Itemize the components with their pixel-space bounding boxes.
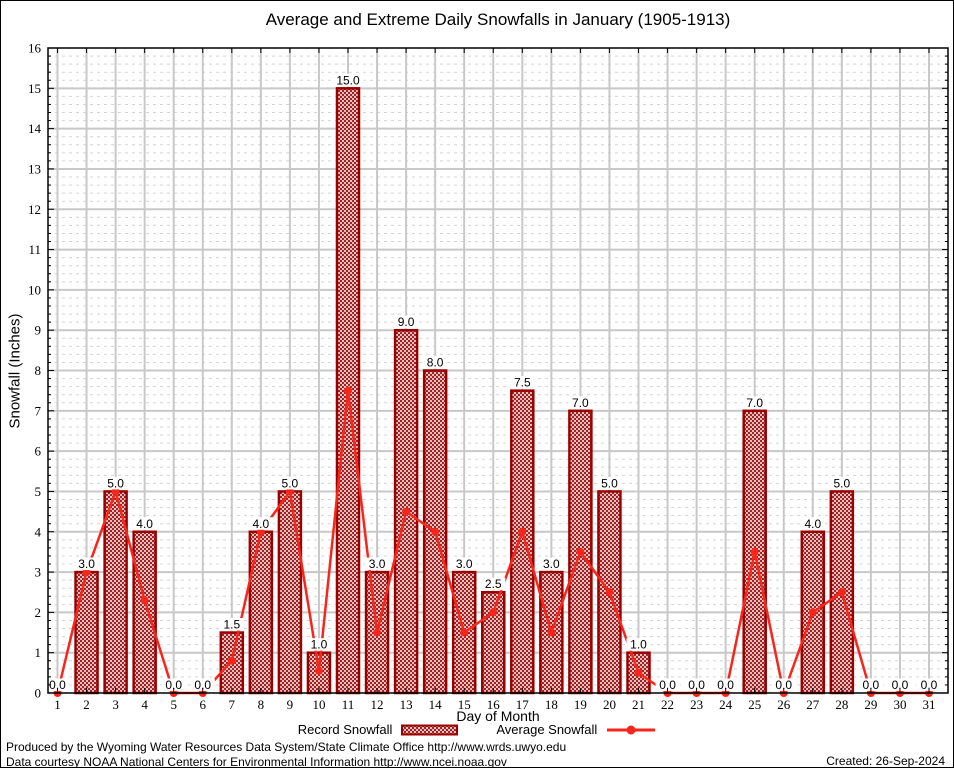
svg-text:0.0: 0.0: [717, 678, 734, 692]
svg-text:7.0: 7.0: [572, 396, 589, 410]
svg-text:29: 29: [864, 697, 877, 712]
svg-text:0.0: 0.0: [775, 678, 792, 692]
svg-text:6: 6: [35, 444, 42, 459]
svg-text:3: 3: [35, 565, 42, 580]
svg-text:3.0: 3.0: [369, 557, 386, 571]
svg-text:5: 5: [35, 484, 42, 499]
svg-text:5.0: 5.0: [834, 476, 851, 490]
svg-text:5.0: 5.0: [601, 476, 618, 490]
svg-text:8: 8: [258, 697, 265, 712]
svg-text:0.0: 0.0: [165, 678, 182, 692]
svg-text:4: 4: [35, 524, 42, 539]
svg-text:21: 21: [632, 697, 645, 712]
svg-text:12: 12: [371, 697, 384, 712]
svg-text:7.0: 7.0: [746, 396, 763, 410]
svg-text:10: 10: [312, 697, 325, 712]
svg-text:15: 15: [458, 697, 471, 712]
svg-text:14: 14: [429, 697, 443, 712]
svg-text:3: 3: [112, 697, 119, 712]
svg-text:0: 0: [35, 686, 42, 701]
svg-text:23: 23: [690, 697, 703, 712]
svg-text:5.0: 5.0: [282, 476, 299, 490]
attribution-line-1: Produced by the Wyoming Water Resources …: [6, 740, 567, 754]
svg-text:18: 18: [545, 697, 558, 712]
svg-text:3.0: 3.0: [456, 557, 473, 571]
svg-text:19: 19: [574, 697, 587, 712]
svg-text:2.5: 2.5: [485, 577, 502, 591]
chart-title: Average and Extreme Daily Snowfalls in J…: [265, 10, 731, 29]
svg-text:26: 26: [777, 697, 791, 712]
created-date: Created: 26-Sep-2024: [826, 754, 945, 768]
svg-text:30: 30: [893, 697, 906, 712]
svg-text:12: 12: [28, 202, 41, 217]
svg-text:9.0: 9.0: [398, 315, 415, 329]
svg-text:31: 31: [923, 697, 936, 712]
svg-text:27: 27: [806, 697, 820, 712]
svg-text:3.0: 3.0: [78, 557, 95, 571]
svg-text:28: 28: [835, 697, 848, 712]
svg-text:0.0: 0.0: [892, 678, 909, 692]
svg-text:4.0: 4.0: [253, 517, 270, 531]
svg-text:24: 24: [719, 697, 733, 712]
svg-text:14: 14: [28, 121, 42, 136]
svg-text:1: 1: [54, 697, 61, 712]
svg-text:4: 4: [141, 697, 148, 712]
svg-text:11: 11: [28, 242, 41, 257]
legend-average-snowfall-label: Average Snowfall: [496, 722, 598, 737]
svg-text:17: 17: [516, 697, 530, 712]
svg-text:4.0: 4.0: [804, 517, 821, 531]
svg-text:7: 7: [229, 697, 236, 712]
svg-text:1: 1: [35, 645, 42, 660]
svg-text:25: 25: [748, 697, 761, 712]
svg-text:0.0: 0.0: [659, 678, 676, 692]
svg-text:8.0: 8.0: [427, 356, 444, 370]
svg-text:2: 2: [35, 605, 42, 620]
svg-text:0.0: 0.0: [863, 678, 880, 692]
svg-text:0.0: 0.0: [49, 678, 66, 692]
svg-text:8: 8: [35, 363, 42, 378]
svg-text:5: 5: [170, 697, 177, 712]
record-snowfall-swatch-icon: [401, 724, 459, 735]
svg-text:22: 22: [661, 697, 674, 712]
svg-text:15.0: 15.0: [336, 73, 360, 87]
attribution-line-2: Data courtesy NOAA National Centers for …: [6, 755, 507, 768]
legend: Record Snowfall Average Snowfall: [1, 722, 953, 737]
svg-text:16: 16: [28, 41, 42, 56]
svg-text:20: 20: [603, 697, 616, 712]
svg-text:16: 16: [487, 697, 501, 712]
svg-text:3.0: 3.0: [543, 557, 560, 571]
svg-text:11: 11: [342, 697, 355, 712]
x-axis-title: Day of Month: [456, 708, 540, 724]
svg-text:13: 13: [400, 697, 413, 712]
svg-text:0.0: 0.0: [688, 678, 705, 692]
svg-text:9: 9: [287, 697, 294, 712]
svg-text:15: 15: [28, 81, 41, 96]
svg-text:0.0: 0.0: [194, 678, 211, 692]
svg-text:2: 2: [83, 697, 90, 712]
svg-text:13: 13: [28, 161, 41, 176]
svg-text:1.0: 1.0: [311, 638, 328, 652]
svg-text:7: 7: [35, 403, 42, 418]
svg-text:9: 9: [35, 323, 42, 338]
svg-text:0.0: 0.0: [921, 678, 938, 692]
svg-text:7.5: 7.5: [514, 376, 531, 390]
svg-text:1.0: 1.0: [630, 638, 647, 652]
legend-record-snowfall-label: Record Snowfall: [297, 722, 393, 737]
svg-text:10: 10: [28, 282, 41, 297]
svg-text:1.5: 1.5: [223, 618, 240, 632]
svg-text:4.0: 4.0: [136, 517, 153, 531]
svg-text:6: 6: [200, 697, 207, 712]
svg-text:5.0: 5.0: [107, 476, 124, 490]
average-snowfall-line-icon: [607, 725, 656, 734]
